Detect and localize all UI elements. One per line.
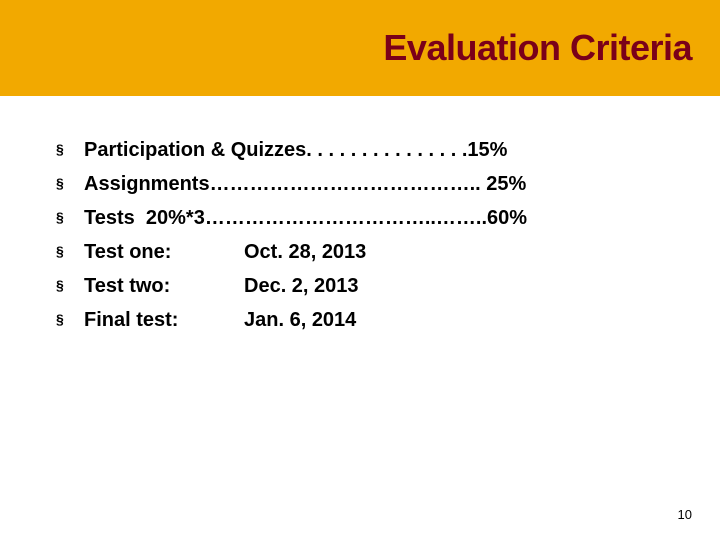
bullet-icon: § xyxy=(56,170,84,194)
bullet-icon: § xyxy=(56,306,84,330)
list-item-text: Tests 20%*3……………………………..……..60% xyxy=(84,204,676,232)
list-item-text: Test one:Oct. 28, 2013 xyxy=(84,238,676,266)
slide-title: Evaluation Criteria xyxy=(383,27,692,69)
bullet-icon: § xyxy=(56,136,84,160)
page-number: 10 xyxy=(678,507,692,522)
list-item-text: Assignments………………………………….. 25% xyxy=(84,170,676,198)
list-item: § Participation & Quizzes. . . . . . . .… xyxy=(56,136,676,164)
list-item: § Assignments………………………………….. 25% xyxy=(56,170,676,198)
title-band: Evaluation Criteria xyxy=(0,0,720,96)
list-item-text: Test two:Dec. 2, 2013 xyxy=(84,272,676,300)
list-item-text: Participation & Quizzes. . . . . . . . .… xyxy=(84,136,676,164)
list-item: § Final test:Jan. 6, 2014 xyxy=(56,306,676,334)
list-item: § Test one:Oct. 28, 2013 xyxy=(56,238,676,266)
bullet-icon: § xyxy=(56,204,84,228)
slide-body: § Participation & Quizzes. . . . . . . .… xyxy=(56,136,676,340)
bullet-icon: § xyxy=(56,272,84,296)
bullet-icon: § xyxy=(56,238,84,262)
slide: Evaluation Criteria § Participation & Qu… xyxy=(0,0,720,540)
list-item: § Tests 20%*3……………………………..……..60% xyxy=(56,204,676,232)
list-item: § Test two:Dec. 2, 2013 xyxy=(56,272,676,300)
list-item-text: Final test:Jan. 6, 2014 xyxy=(84,306,676,334)
